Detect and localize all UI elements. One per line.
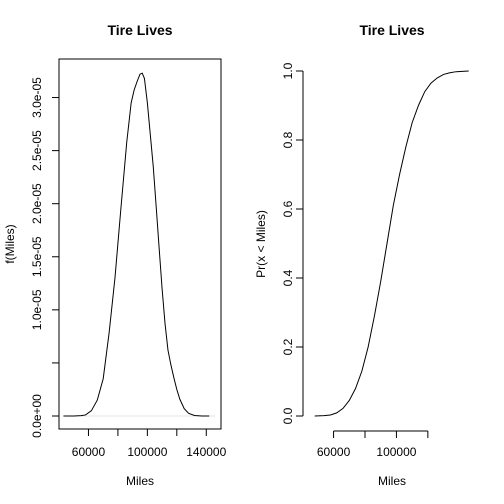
cdf-panel: Tire Lives Miles Pr(x < Miles) 60000 1000…: [254, 22, 469, 488]
density-y-tick-label: 0.0e+00: [30, 394, 44, 438]
cdf-y-tick-label: 1.0: [281, 62, 295, 79]
cdf-y-axis: 0.0 0.2 0.4 0.6 0.8 1.0: [281, 62, 304, 424]
density-y-tick-label: 1.0e-05: [30, 289, 44, 330]
cdf-y-tick-label: 0.2: [281, 338, 295, 355]
cdf-x-tick-label: 60000: [317, 445, 351, 459]
density-y-axis: 0.0e+00 1.0e-05 1.5e-05 2.0e-05 2.5e-05 3.0e-…: [30, 77, 59, 438]
density-plot-frame: [58, 58, 222, 430]
density-x-tick-label: 100000: [127, 445, 167, 459]
density-panel: Tire Lives Miles f(Miles) 60000 100000 140…: [3, 22, 227, 488]
density-y-tick-label: 3.0e-05: [30, 77, 44, 118]
cdf-y-tick-label: 0.4: [281, 269, 295, 286]
density-x-tick-label: 60000: [72, 445, 106, 459]
density-y-tick-label: 1.5e-05: [30, 236, 44, 277]
density-y-tick-label: 2.0e-05: [30, 183, 44, 224]
density-x-tick-label: 140000: [186, 445, 226, 459]
density-x-label: Miles: [126, 474, 154, 488]
cdf-curve: [314, 70, 469, 417]
cdf-y-tick-label: 0.8: [281, 131, 295, 148]
cdf-x-label: Miles: [378, 474, 406, 488]
cdf-y-tick-label: 0.0: [281, 407, 295, 424]
density-y-label: f(Miles): [3, 224, 17, 263]
cdf-x-tick-label: 100000: [376, 445, 416, 459]
density-y-tick-label: 2.5e-05: [30, 130, 44, 171]
cdf-y-label: Pr(x < Miles): [254, 210, 268, 278]
density-curve: [63, 72, 210, 417]
density-title: Tire Lives: [107, 22, 172, 38]
cdf-title: Tire Lives: [359, 22, 424, 38]
density-x-axis: 60000 100000 140000: [72, 429, 227, 459]
cdf-y-tick-label: 0.6: [281, 200, 295, 217]
cdf-x-axis: 60000 100000: [317, 430, 429, 459]
